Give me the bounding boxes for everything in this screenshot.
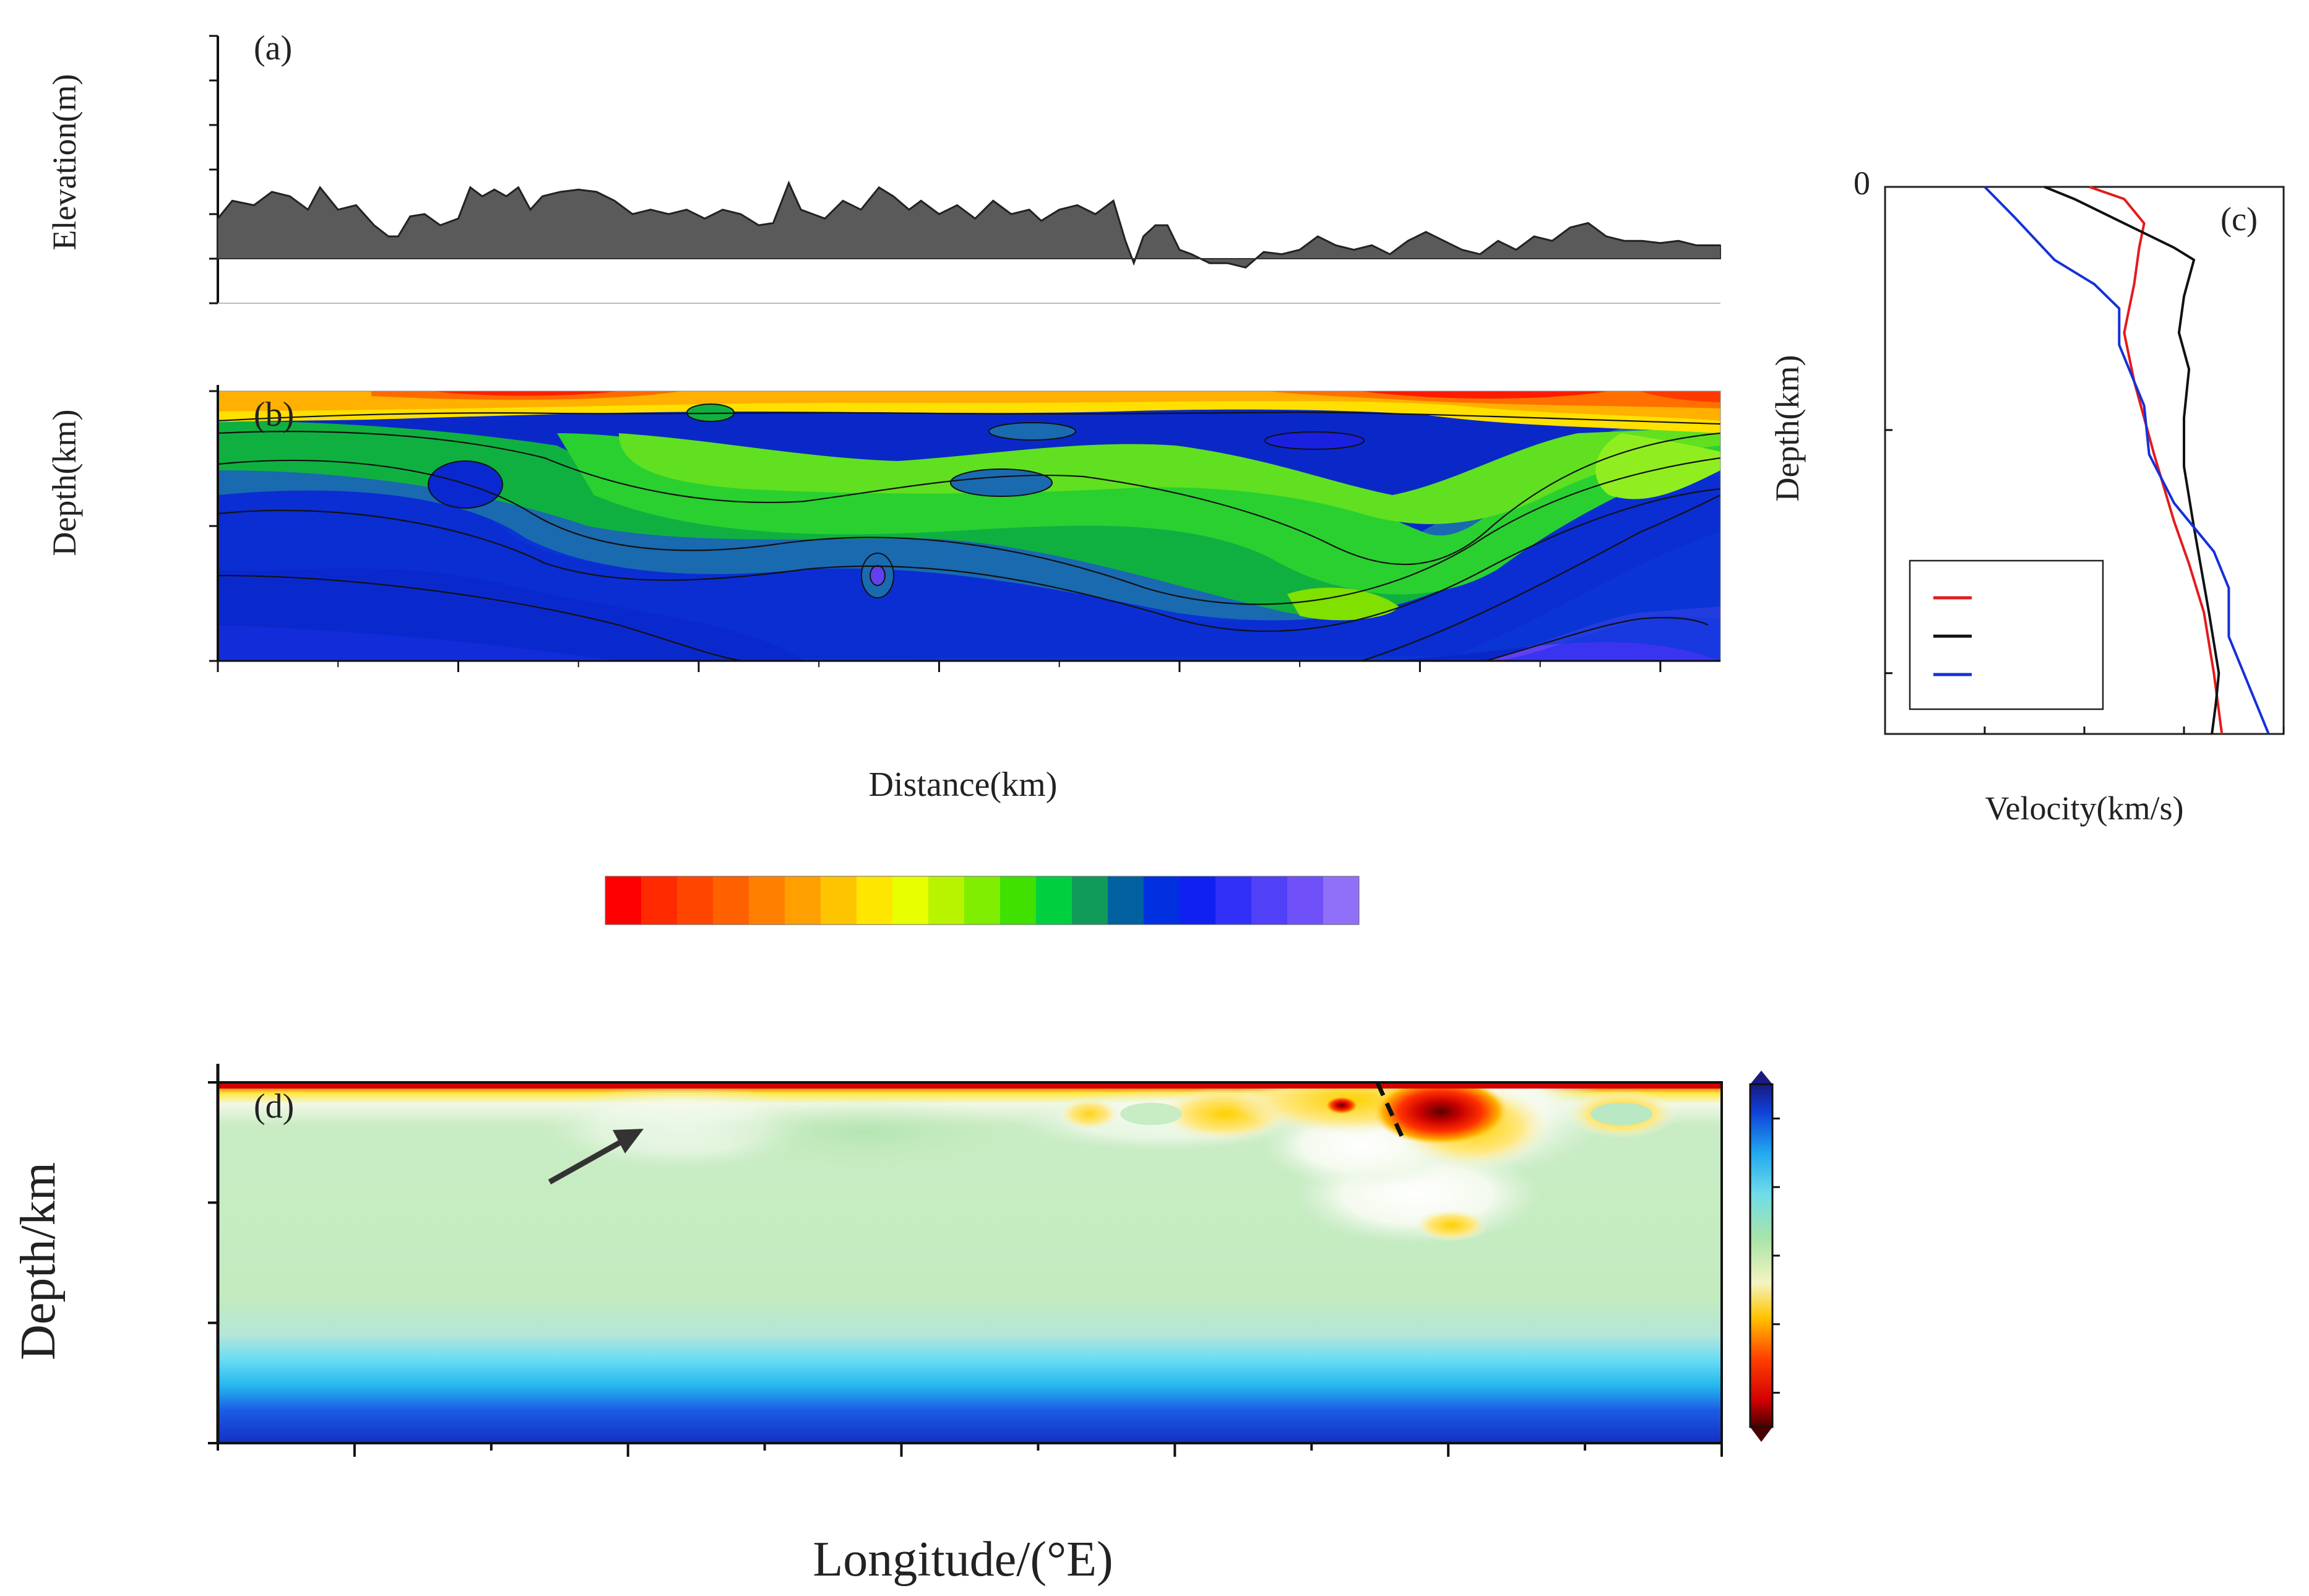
ytick-c-zero: 0: [1854, 165, 1870, 202]
panel-label-d: (d): [254, 1087, 294, 1126]
profile-line-4.0km: [2089, 186, 2224, 735]
colorbar-b-swatch: [677, 876, 714, 925]
colorbar-b-swatch: [605, 876, 642, 925]
panel-c-velocity-profiles: (c) Depth(km) Velocity(km/s) 0: [1769, 165, 2285, 827]
ylabel-c: Depth(km): [1769, 355, 1806, 502]
legend-c-entries: [1933, 596, 1972, 676]
colorbar-b-swatch: [1108, 876, 1144, 925]
colorbar-d-bottom-cap: [1750, 1427, 1772, 1442]
colorbar-d-ticks: [1772, 1117, 1780, 1394]
ylabel-a: Elevation(m): [46, 74, 83, 251]
colorbar-b-swatch: [1000, 876, 1037, 925]
colorbar-b-frame: [605, 876, 1360, 925]
panel-label-a: (a): [254, 29, 292, 67]
fault-trace: [1375, 1082, 1405, 1139]
ylabel-d: Depth/km: [11, 1162, 66, 1360]
colorbar-b: [605, 876, 1360, 925]
velocity-profile-lines: [1983, 186, 2270, 735]
colorbar-b-swatch: [928, 876, 965, 925]
colorbar-b-swatch: [1036, 876, 1072, 925]
ylabel-b: Depth(km): [46, 410, 83, 556]
panel-d-vs-section: (d) Depth/km Longitude/(°E): [11, 1064, 1780, 1587]
panel-b-velocity-section: (b) Depth(km) Distance(km): [46, 385, 1721, 804]
xlabel-c: Velocity(km/s): [1985, 790, 2184, 827]
colorbar-b-swatch: [641, 876, 678, 925]
axes-b-ticks: [209, 385, 1720, 672]
colorbar-d-top-cap: [1750, 1071, 1772, 1084]
vs-field: [218, 1082, 1722, 1443]
colorbar-b-swatch: [1251, 876, 1288, 925]
colorbar-b-swatch: [1144, 876, 1180, 925]
profile-line-11.0km: [1983, 186, 2270, 735]
colorbar-b-swatch: [1323, 876, 1360, 925]
panel-label-c: (c): [2221, 201, 2258, 238]
yticks-a: [209, 35, 1720, 304]
velocity-field: [218, 391, 1720, 661]
axes-d-ticks: [208, 1064, 1723, 1457]
panel-label-b: (b): [254, 395, 294, 434]
xlabel-b: Distance(km): [869, 766, 1058, 804]
colorbar-b-swatch: [892, 876, 929, 925]
elevation-area: [217, 180, 1721, 269]
axes-c-ticks: 0: [1854, 165, 2285, 734]
profile-line-6.5km: [2044, 186, 2221, 735]
colorbar-b-swatch: [713, 876, 749, 925]
colorbar-b-swatch: [1180, 876, 1216, 925]
colorbar-b-swatch: [964, 876, 1001, 925]
elevation-fill: [217, 181, 1721, 269]
colorbar-b-swatch: [821, 876, 857, 925]
colorbar-b-swatch: [749, 876, 785, 925]
xlabel-d: Longitude/(°E): [813, 1532, 1113, 1587]
colorbar-b-swatch: [1072, 876, 1108, 925]
colorbar-b-swatch: [1215, 876, 1252, 925]
elevation-line: [217, 180, 1720, 269]
arrow-annotation: [548, 1129, 644, 1184]
colorbar-b-swatch: [1287, 876, 1324, 925]
colorbar-b-swatch: [857, 876, 893, 925]
colorbar-b-swatch: [785, 876, 821, 925]
colorbar-d: [1749, 1083, 1774, 1428]
panel-a-elevation: (a) Elevation(m): [46, 29, 1721, 304]
